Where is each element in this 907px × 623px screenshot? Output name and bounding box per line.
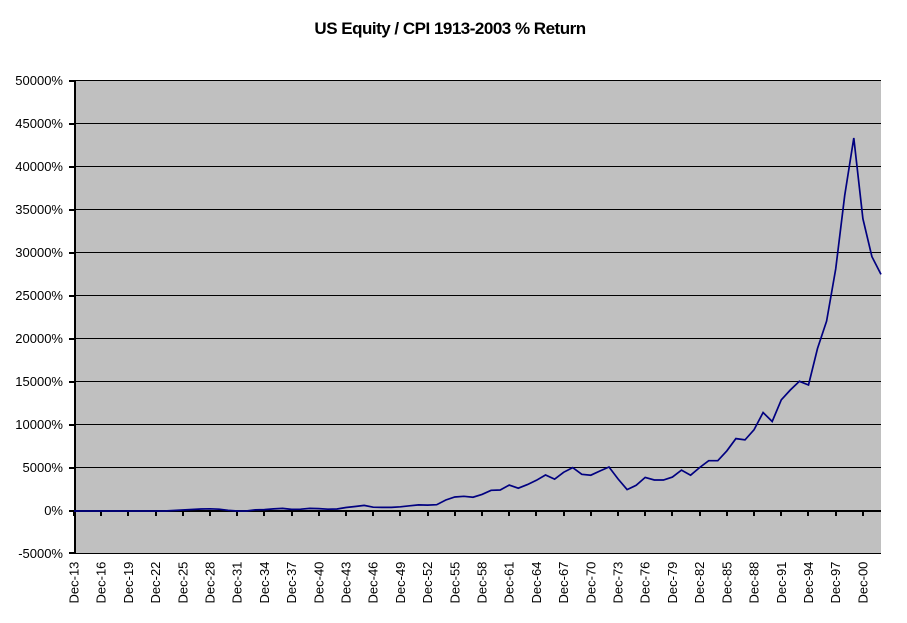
svg-text:0%: 0% (44, 503, 63, 518)
svg-text:25000%: 25000% (15, 288, 63, 303)
svg-text:-5000%: -5000% (18, 546, 63, 561)
svg-text:Dec-00: Dec-00 (855, 562, 870, 604)
svg-text:Dec-49: Dec-49 (393, 562, 408, 604)
svg-text:50000%: 50000% (15, 73, 63, 88)
svg-text:Dec-52: Dec-52 (420, 562, 435, 604)
svg-text:Dec-61: Dec-61 (502, 562, 517, 604)
svg-text:20000%: 20000% (15, 331, 63, 346)
svg-text:Dec-82: Dec-82 (692, 562, 707, 604)
svg-text:Dec-91: Dec-91 (774, 562, 789, 604)
svg-text:Dec-76: Dec-76 (638, 562, 653, 604)
svg-text:Dec-16: Dec-16 (94, 562, 109, 604)
svg-text:Dec-37: Dec-37 (284, 562, 299, 604)
svg-text:Dec-67: Dec-67 (556, 562, 571, 604)
svg-text:45000%: 45000% (15, 116, 63, 131)
svg-text:US Equity / CPI 1913-2003 % Re: US Equity / CPI 1913-2003 % Return (314, 19, 585, 38)
svg-text:Dec-85: Dec-85 (719, 562, 734, 604)
svg-text:35000%: 35000% (15, 202, 63, 217)
svg-text:Dec-79: Dec-79 (665, 562, 680, 604)
svg-text:10000%: 10000% (15, 417, 63, 432)
svg-text:Dec-46: Dec-46 (366, 562, 381, 604)
svg-text:Dec-40: Dec-40 (311, 562, 326, 604)
svg-text:Dec-25: Dec-25 (175, 562, 190, 604)
svg-text:Dec-97: Dec-97 (828, 562, 843, 604)
svg-text:40000%: 40000% (15, 159, 63, 174)
svg-text:Dec-28: Dec-28 (203, 562, 218, 604)
svg-text:Dec-22: Dec-22 (148, 562, 163, 604)
svg-text:Dec-34: Dec-34 (257, 562, 272, 604)
svg-text:30000%: 30000% (15, 245, 63, 260)
svg-text:Dec-88: Dec-88 (747, 562, 762, 604)
svg-text:Dec-13: Dec-13 (67, 562, 82, 604)
svg-text:Dec-64: Dec-64 (529, 562, 544, 604)
svg-text:Dec-19: Dec-19 (121, 562, 136, 604)
svg-text:Dec-94: Dec-94 (801, 562, 816, 604)
svg-text:Dec-43: Dec-43 (339, 562, 354, 604)
svg-text:Dec-55: Dec-55 (447, 562, 462, 604)
svg-text:5000%: 5000% (23, 460, 64, 475)
svg-text:Dec-58: Dec-58 (475, 562, 490, 604)
svg-text:Dec-31: Dec-31 (230, 562, 245, 604)
svg-text:Dec-73: Dec-73 (611, 562, 626, 604)
svg-text:Dec-70: Dec-70 (583, 562, 598, 604)
svg-text:15000%: 15000% (15, 374, 63, 389)
